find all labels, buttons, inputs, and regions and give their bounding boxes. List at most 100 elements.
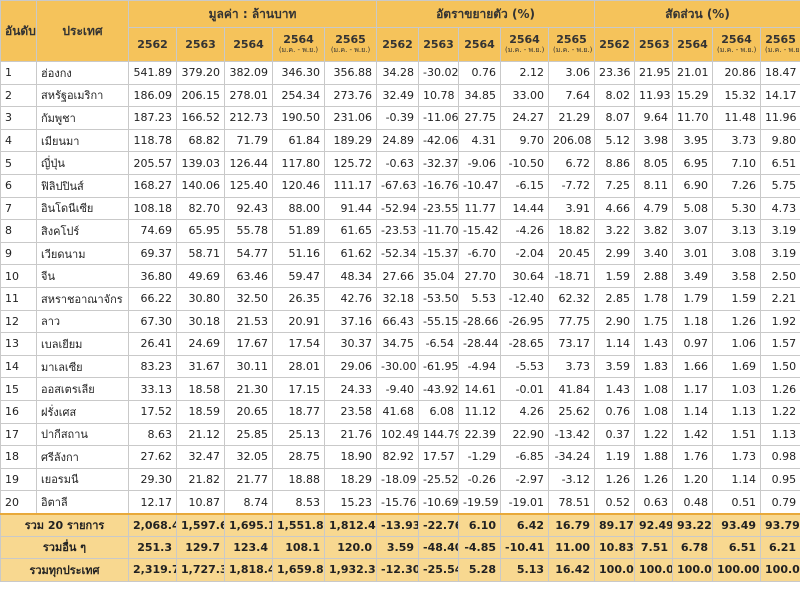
table-row: 3 กัมพูชา 187.23 166.52 212.73 190.50 231.06 -0… xyxy=(0,106,800,130)
total-value-cell: 5.28 xyxy=(458,557,502,582)
value-cell: 11.12 xyxy=(458,399,502,424)
value-cell: 18.47 xyxy=(760,61,800,85)
table-row: 7 อินโดนีเซีย 108.18 82.70 92.43 88.00 91.44 -5… xyxy=(0,196,800,221)
year-header: 2562 xyxy=(594,27,636,62)
value-cell: 1.14 xyxy=(712,467,762,492)
year-period-label: (ม.ค. - พ.ย.) xyxy=(330,45,371,54)
year-label: 2565 xyxy=(335,32,366,46)
value-cell: 3.13 xyxy=(712,219,762,243)
year-header: 2564 xyxy=(224,27,273,62)
value-cell: -12.40 xyxy=(500,286,550,311)
total-value-cell: -13.93 xyxy=(376,512,420,537)
value-cell: 3.06 xyxy=(548,61,596,85)
value-cell: 120.46 xyxy=(272,173,325,198)
value-cell: 0.63 xyxy=(634,490,674,515)
value-cell: -2.97 xyxy=(500,467,550,492)
total-value-cell: 6.42 xyxy=(500,512,550,537)
total-value-cell: 10.83 xyxy=(594,535,636,559)
value-cell: 205.57 xyxy=(128,151,177,175)
total-value-cell: 2,319.71 xyxy=(128,557,177,582)
value-cell: 8.05 xyxy=(634,151,674,175)
value-cell: 91.44 xyxy=(323,196,378,221)
value-cell: 7.64 xyxy=(548,83,596,108)
table-row: 12 ลาว 67.30 30.18 21.53 20.91 37.16 66.43 -55.1… xyxy=(0,309,800,334)
country-cell: มาเลเซีย xyxy=(36,354,129,379)
value-cell: -4.26 xyxy=(500,219,550,243)
value-cell: 2.85 xyxy=(594,286,636,311)
value-cell: -18.71 xyxy=(548,264,596,288)
value-cell: -28.65 xyxy=(500,332,550,356)
country-cell: ฟิลิปปินส์ xyxy=(36,173,129,198)
table-row: 20 อิตาลี 12.17 10.87 8.74 8.53 15.23 -15.76 -10… xyxy=(0,490,800,515)
value-cell: -52.94 xyxy=(376,196,420,221)
country-cell: ฝรั่งเศส xyxy=(36,399,129,424)
total-label: รวม 20 รายการ xyxy=(0,512,129,537)
value-cell: 11.77 xyxy=(458,196,502,221)
value-cell: 18.29 xyxy=(323,467,378,492)
total-value-cell: -22.76 xyxy=(418,512,460,537)
value-cell: 4.73 xyxy=(760,196,800,221)
value-cell: -9.06 xyxy=(458,151,502,175)
value-cell: 78.51 xyxy=(548,490,596,515)
value-cell: 26.35 xyxy=(272,286,325,311)
value-cell: -55.15 xyxy=(418,309,460,334)
value-cell: 17.57 xyxy=(418,445,460,469)
rank-cell: 7 xyxy=(0,196,37,221)
value-cell: 77.75 xyxy=(548,309,596,334)
value-cell: -26.95 xyxy=(500,309,550,334)
value-cell: -67.63 xyxy=(376,173,420,198)
value-cell: 3.01 xyxy=(672,241,714,266)
total-label: รวมอื่น ๆ xyxy=(0,535,129,559)
value-cell: -30.02 xyxy=(418,61,460,85)
growth-group-header: อัตราขยายตัว (%) xyxy=(376,0,596,28)
total-value-cell: 1,727.31 xyxy=(176,557,225,582)
value-cell: 2.21 xyxy=(760,286,800,311)
value-cell: 9.70 xyxy=(500,128,550,153)
value-cell: 21.29 xyxy=(548,106,596,130)
value-cell: 1.59 xyxy=(594,264,636,288)
total-value-cell: 6.78 xyxy=(672,535,714,559)
value-cell: 190.50 xyxy=(272,106,325,130)
value-cell: 2.12 xyxy=(500,61,550,85)
year-header: 2564 xyxy=(458,27,502,62)
value-cell: 88.00 xyxy=(272,196,325,221)
value-cell: 14.17 xyxy=(760,83,800,108)
table-row: 9 เวียดนาม 69.37 58.71 54.77 51.16 61.62 -52.34… xyxy=(0,241,800,266)
value-cell: 61.65 xyxy=(323,219,378,243)
value-cell: 20.65 xyxy=(224,399,273,424)
total-value-cell: 2,068.4 xyxy=(128,512,177,537)
value-cell: -0.39 xyxy=(376,106,420,130)
country-cell: ญี่ปุ่น xyxy=(36,151,129,175)
value-cell: 1.19 xyxy=(594,445,636,469)
value-cell: 1.50 xyxy=(760,354,800,379)
value-cell: 32.18 xyxy=(376,286,420,311)
value-cell: 8.11 xyxy=(634,173,674,198)
value-cell: 7.10 xyxy=(712,151,762,175)
rank-cell: 3 xyxy=(0,106,37,130)
value-cell: 21.95 xyxy=(634,61,674,85)
value-cell: 41.84 xyxy=(548,377,596,401)
value-cell: 35.04 xyxy=(418,264,460,288)
value-cell: 30.18 xyxy=(176,309,225,334)
value-cell: -52.34 xyxy=(376,241,420,266)
year-label: 2564 xyxy=(677,38,708,51)
value-cell: 15.23 xyxy=(323,490,378,515)
rank-cell: 11 xyxy=(0,286,37,311)
value-cell: 1.08 xyxy=(634,399,674,424)
value-cell: -53.50 xyxy=(418,286,460,311)
value-cell: 82.92 xyxy=(376,445,420,469)
value-cell: 18.59 xyxy=(176,399,225,424)
year-period-label: (ม.ค. - พ.ย.) xyxy=(717,45,757,54)
total-value-cell: 123.4 xyxy=(224,535,273,559)
value-cell: 1.79 xyxy=(672,286,714,311)
country-cell: ศรีลังกา xyxy=(36,445,129,469)
rank-cell: 20 xyxy=(0,490,37,515)
table-body: 1 ฮ่องกง 541.89 379.20 382.09 346.30 356.88 34.… xyxy=(0,61,800,582)
value-cell: 3.07 xyxy=(672,219,714,243)
year-period-label: (ม.ค. - พ.ย.) xyxy=(553,45,593,54)
value-cell: 49.69 xyxy=(176,264,225,288)
year-header: 2563 xyxy=(176,27,225,62)
year-period-label: (ม.ค. - พ.ย.) xyxy=(765,45,800,54)
year-label: 2564 xyxy=(509,32,540,46)
total-value-cell: 129.7 xyxy=(176,535,225,559)
